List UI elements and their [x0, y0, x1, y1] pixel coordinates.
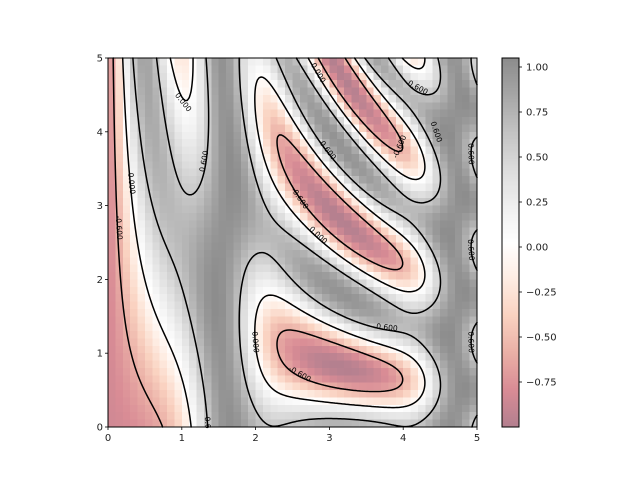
x-tick-label: 2: [252, 433, 258, 444]
contour-label: 0.000: [126, 172, 137, 194]
colorbar-ticks: 1.00 0.75 0.50 0.25 0.00 −0.25 −0.50 −0.75: [519, 63, 557, 389]
contour-label: 0.600: [466, 143, 476, 165]
y-tick-label: 2: [97, 275, 103, 286]
contour-label: 0.000: [250, 331, 261, 353]
y-axis: 0 1 2 3 4 5: [97, 54, 108, 434]
colorbar-tick-label: 0.75: [526, 108, 548, 119]
colorbar-tick-label: −0.25: [526, 288, 557, 299]
x-axis: 0 1 2 3 4 5: [105, 427, 480, 444]
colorbar-tick-label: 0.00: [526, 243, 548, 254]
colorbar-tick-label: 0.50: [526, 153, 548, 164]
x-tick-label: 4: [400, 433, 406, 444]
y-tick-label: 0: [97, 423, 103, 434]
y-tick-label: 1: [97, 349, 103, 360]
colorbar-gradient: [502, 58, 519, 427]
contour-line: [121, 57, 426, 428]
colorbar-tick-label: −0.50: [526, 333, 557, 344]
contour-label: 0.600: [466, 239, 476, 261]
plot-frame: [107, 57, 478, 428]
contour-line: [112, 57, 404, 428]
y-tick-label: 3: [97, 201, 103, 212]
contour-lines: [112, 57, 478, 428]
contour-labels: 0.0000.6000.000-0.6000.0000.6000.600-0.6…: [114, 61, 476, 429]
colorbar-tick-label: 1.00: [526, 63, 548, 74]
contour-label: 0.600: [466, 331, 475, 353]
colorbar-tick-label: −0.75: [526, 378, 557, 389]
contour-label: 0.6: [203, 416, 213, 429]
x-tick-label: 3: [326, 433, 332, 444]
x-tick-label: 0: [105, 433, 111, 444]
colorbar: 1.00 0.75 0.50 0.25 0.00 −0.25 −0.50 −0.75: [501, 57, 557, 428]
contour-label: -0.600: [114, 215, 124, 240]
y-tick-label: 4: [97, 127, 103, 138]
y-tick-label: 5: [97, 54, 103, 65]
contour-label: 0.600: [198, 150, 211, 173]
colorbar-tick-label: 0.25: [526, 198, 548, 209]
x-tick-label: 5: [474, 433, 480, 444]
colorbar-frame: [501, 57, 520, 428]
x-tick-label: 1: [179, 433, 185, 444]
contour-line: [132, 57, 478, 428]
contour-label: 0.600: [376, 322, 399, 333]
